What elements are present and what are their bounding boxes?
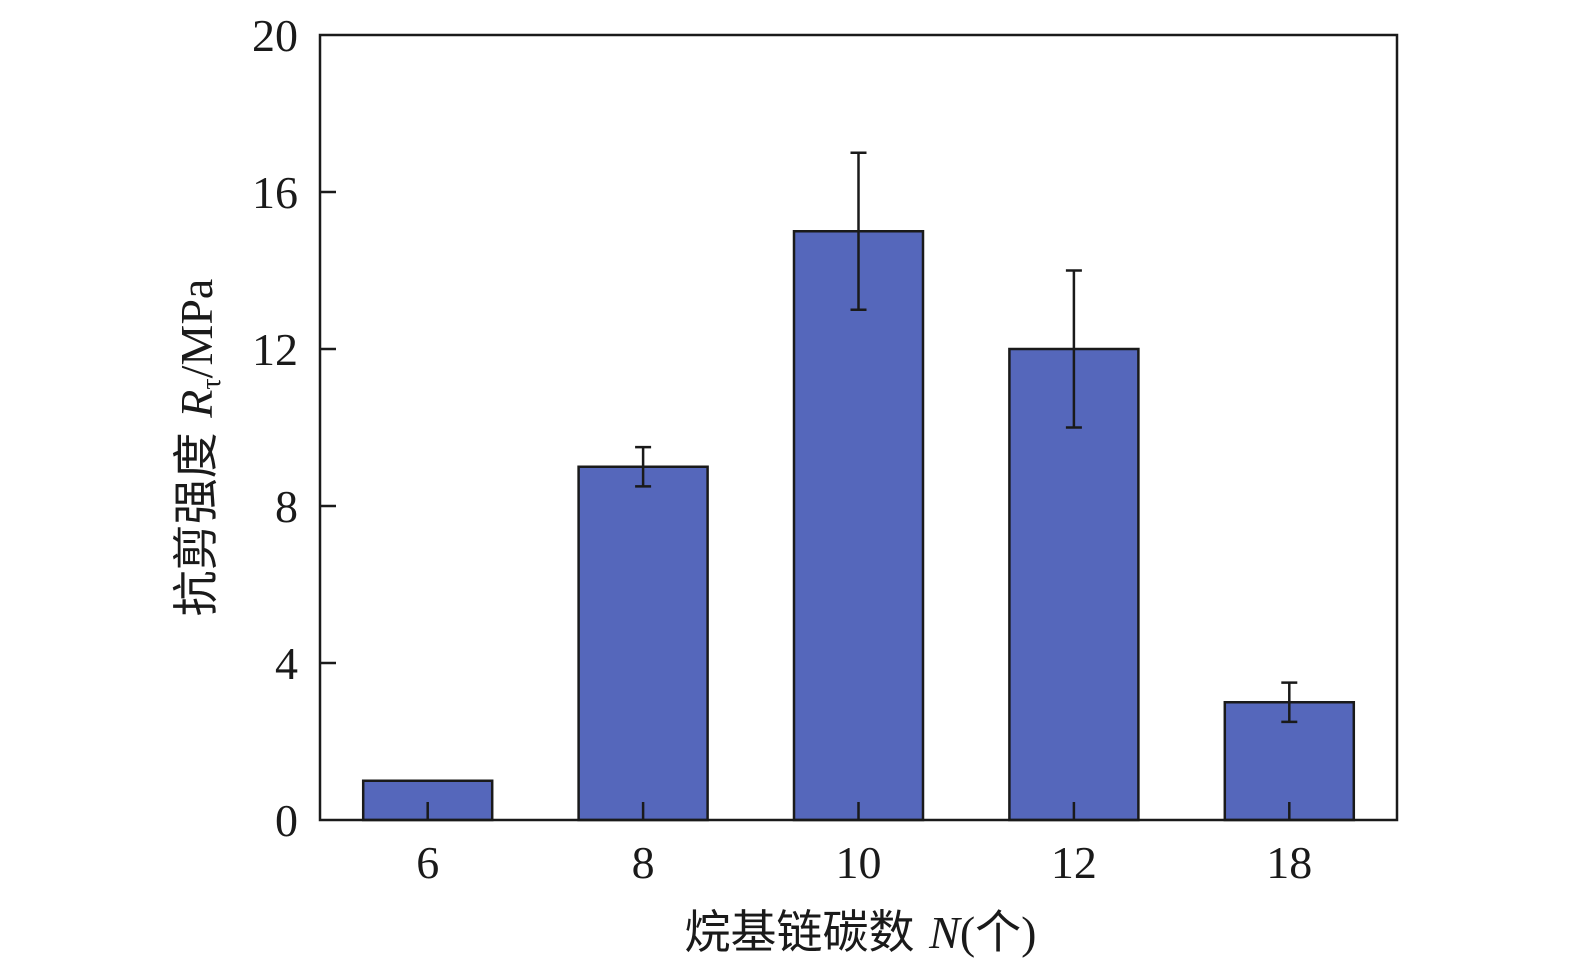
x-tick-label-6: 6	[416, 837, 439, 888]
error-bar-12	[1065, 269, 1082, 429]
x-tick-label-12: 12	[1051, 837, 1097, 888]
x-tick-label-10: 10	[836, 837, 882, 888]
bar-10	[792, 230, 925, 822]
y-axis-title: 抗剪强度 Rτ/MPa	[169, 279, 227, 617]
ticks-group	[320, 190, 1291, 820]
x-tick-label-8: 8	[632, 837, 655, 888]
x-axis-title-prefix: 烷基链碳数	[685, 905, 930, 959]
y-tick-label-8: 8	[275, 481, 298, 532]
y-tick-label-16: 16	[252, 167, 298, 218]
error-bars-group	[635, 151, 1298, 724]
error-bar-10	[850, 151, 867, 311]
x-axis-title: 烷基链碳数 N(个)	[685, 905, 1037, 959]
y-axis-title-subscript: τ	[196, 378, 227, 389]
y-tick-labels: 0 4 8 12 16 20	[252, 10, 298, 846]
x-tick-labels: 6 8 10 12 18	[416, 837, 1312, 888]
bar-8	[577, 465, 709, 822]
y-tick-label-12: 12	[252, 324, 298, 375]
y-tick-label-20: 20	[252, 10, 298, 61]
bars-group	[361, 230, 1356, 822]
error-bar-18	[1281, 681, 1298, 724]
x-axis-title-suffix: (个)	[960, 907, 1037, 958]
plot-frame	[318, 33, 1399, 822]
y-axis-title-suffix: /MPa	[171, 279, 222, 379]
y-axis-title-prefix: 抗剪强度	[169, 418, 223, 617]
x-axis-title-symbol: N	[928, 907, 962, 958]
error-bar-8	[635, 445, 652, 488]
y-tick-label-0: 0	[275, 795, 298, 846]
y-axis-title-symbol: R	[171, 390, 222, 419]
y-tick-label-4: 4	[275, 638, 298, 689]
x-tick-label-18: 18	[1266, 837, 1312, 888]
